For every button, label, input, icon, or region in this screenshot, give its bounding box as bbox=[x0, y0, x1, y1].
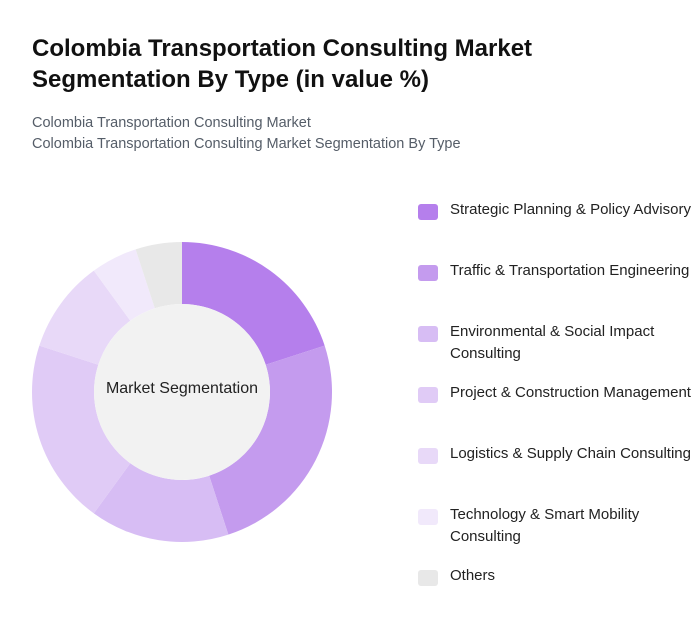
legend-label: Strategic Planning & Policy Advisory bbox=[450, 201, 691, 218]
legend-swatch bbox=[418, 509, 438, 525]
donut-hole bbox=[94, 304, 270, 480]
donut-slice[interactable] bbox=[182, 242, 325, 365]
donut-slice[interactable] bbox=[93, 463, 229, 542]
subtitle-line: Colombia Transportation Consulting Marke… bbox=[32, 136, 461, 152]
legend-swatch bbox=[418, 204, 438, 220]
legend-label: Others bbox=[450, 567, 496, 584]
legend-item[interactable]: Strategic Planning & Policy Advisory bbox=[418, 199, 700, 260]
legend-swatch bbox=[418, 265, 438, 281]
legend-swatch bbox=[418, 448, 438, 464]
donut-slice[interactable] bbox=[93, 249, 155, 321]
donut-chart bbox=[32, 242, 332, 542]
legend-label: Environmental & Social Impact Consulting bbox=[450, 323, 655, 362]
legend-label: Technology & Smart Mobility Consulting bbox=[450, 506, 640, 545]
donut-slice[interactable] bbox=[39, 270, 131, 365]
legend-label: Project & Construction Management bbox=[450, 384, 691, 401]
subtitle-line: Colombia Transportation Consulting Marke… bbox=[32, 115, 311, 131]
legend-item[interactable]: Traffic & Transportation Engineering bbox=[418, 260, 700, 321]
donut-slice[interactable] bbox=[209, 345, 332, 535]
legend-item[interactable]: Others bbox=[418, 565, 700, 626]
chart-title: Colombia Transportation Consulting Marke… bbox=[32, 35, 533, 93]
legend-label: Traffic & Transportation Engineering bbox=[450, 262, 690, 279]
legend-item[interactable]: Project & Construction Management bbox=[418, 382, 700, 443]
legend-item[interactable]: Environmental & Social Impact Consulting bbox=[418, 321, 700, 382]
legend-swatch bbox=[418, 570, 438, 586]
donut-slice[interactable] bbox=[135, 242, 182, 309]
legend-label: Logistics & Supply Chain Consulting bbox=[450, 445, 691, 462]
legend-item[interactable]: Technology & Smart Mobility Consulting bbox=[418, 504, 700, 565]
legend-swatch bbox=[418, 326, 438, 342]
legend-swatch bbox=[418, 387, 438, 403]
donut-slice[interactable] bbox=[32, 345, 131, 514]
donut-center-label: Market Segmentation bbox=[105, 380, 259, 397]
legend-item[interactable]: Logistics & Supply Chain Consulting bbox=[418, 443, 700, 504]
chart-subtitle: Colombia Transportation Consulting Marke… bbox=[32, 113, 461, 155]
legend: Strategic Planning & Policy Advisory Traf… bbox=[418, 199, 700, 626]
